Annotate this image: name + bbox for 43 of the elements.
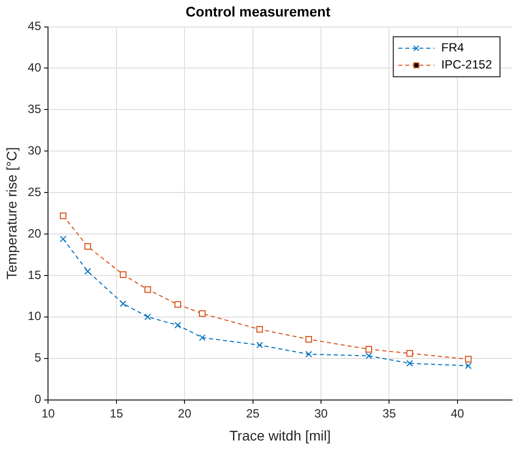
point xyxy=(198,310,206,317)
point xyxy=(305,336,312,343)
point xyxy=(174,322,182,329)
point xyxy=(465,362,472,370)
point xyxy=(198,334,206,341)
point xyxy=(120,271,127,278)
y-tick-label: 0 xyxy=(34,392,42,406)
x-tick-label: 15 xyxy=(110,406,124,420)
point xyxy=(406,350,414,357)
point xyxy=(305,350,312,358)
point xyxy=(465,356,472,363)
x-tick-label: 35 xyxy=(382,406,396,420)
y-tick-label: 25 xyxy=(28,184,42,199)
y-tick-label: 20 xyxy=(28,226,42,240)
point xyxy=(144,286,152,293)
point xyxy=(120,300,127,307)
point xyxy=(60,212,66,220)
x-tick-label: 20 xyxy=(178,406,192,420)
point xyxy=(84,268,92,275)
legend-label: IPC-2152 xyxy=(441,58,492,72)
y-tick-label: 40 xyxy=(28,60,42,75)
y-tick-label: 35 xyxy=(28,102,42,116)
point xyxy=(365,352,372,360)
y-axis-title: Temperature rise [°C] xyxy=(3,147,20,280)
chart-title: Control measurement xyxy=(186,3,331,20)
x-axis-title: Trace witdh [mil] xyxy=(229,427,331,444)
point xyxy=(84,243,92,250)
point xyxy=(365,346,372,353)
x-tick-label: 40 xyxy=(450,406,464,420)
point xyxy=(406,360,414,367)
y-tick-label: 5 xyxy=(34,350,42,365)
y-tick-label: 10 xyxy=(28,309,42,324)
x-tick-label: 30 xyxy=(314,406,328,420)
point xyxy=(174,301,182,308)
x-tick-label: 25 xyxy=(246,406,260,420)
y-tick-label: 30 xyxy=(28,143,42,158)
point xyxy=(144,314,152,320)
point xyxy=(60,236,66,242)
y-tick-label: 45 xyxy=(28,19,42,34)
y-tick-label: 15 xyxy=(28,268,42,282)
legend-label: FR4 xyxy=(441,40,464,55)
point xyxy=(256,326,263,333)
point xyxy=(256,342,263,348)
